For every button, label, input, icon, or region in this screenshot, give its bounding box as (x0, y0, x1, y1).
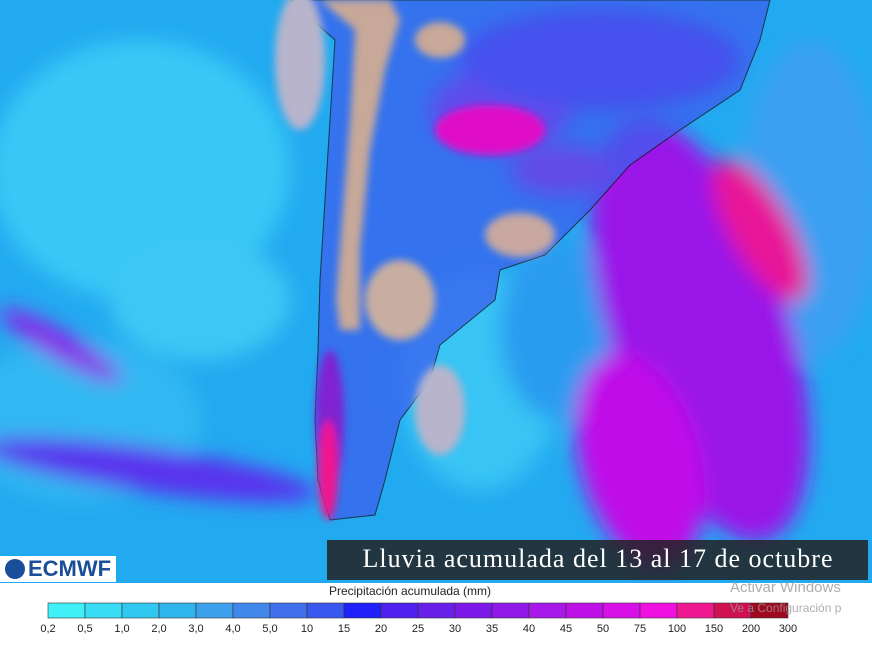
legend-tick-label: 100 (668, 623, 686, 635)
legend-tick-label: 50 (597, 623, 609, 635)
color-bin (158, 602, 197, 619)
legend-tick-label: 30 (449, 623, 461, 635)
legend-tick-label: 0,5 (77, 623, 92, 635)
legend-tick-label: 150 (705, 623, 723, 635)
legend-tick-label: 0,2 (40, 623, 55, 635)
color-bin (491, 602, 530, 619)
color-bin (380, 602, 419, 619)
color-bin (528, 602, 567, 619)
continent (289, 0, 771, 521)
logo-icon (5, 559, 25, 579)
color-bin (84, 602, 123, 619)
watermark: Activar Windows (730, 579, 841, 596)
color-bin (343, 602, 382, 619)
legend-tick-label: 40 (523, 623, 535, 635)
legend-tick-label: 15 (338, 623, 350, 635)
legend-tick-label: 300 (779, 623, 797, 635)
color-bin (269, 602, 308, 619)
legend-tick-label: 35 (486, 623, 498, 635)
color-bin (454, 602, 493, 619)
watermark: Ve a Configuración p (730, 601, 842, 615)
legend-title: Precipitación acumulada (mm) (329, 584, 491, 598)
color-bin (565, 602, 604, 619)
color-bin (306, 602, 345, 619)
title-box (327, 540, 868, 580)
color-bin (232, 602, 271, 619)
color-bin (121, 602, 160, 619)
color-bin (417, 602, 456, 619)
legend-tick-label: 1,0 (114, 623, 129, 635)
legend-tick-label: 25 (412, 623, 424, 635)
logo-text: ECMWF (28, 556, 111, 581)
legend-tick-label: 3,0 (188, 623, 203, 635)
color-bin (676, 602, 715, 619)
legend-tick-label: 200 (742, 623, 760, 635)
legend-tick-label: 20 (375, 623, 387, 635)
legend-tick-label: 10 (301, 623, 313, 635)
color-bin (47, 602, 86, 619)
color-bin (750, 602, 789, 619)
color-bin (195, 602, 234, 619)
map-layer (0, 0, 872, 583)
legend-tick-label: 75 (634, 623, 646, 635)
legend-tick-label: 45 (560, 623, 572, 635)
color-bin (639, 602, 678, 619)
legend-tick-label: 5,0 (262, 623, 277, 635)
legend-tick-label: 4,0 (225, 623, 240, 635)
color-bin (602, 602, 641, 619)
map-title: Lluvia acumulada del 13 al 17 de octubre (362, 544, 833, 573)
legend-tick-label: 2,0 (151, 623, 166, 635)
colorbar: 0,2 0,5 1,0 2,0 3,0 4,0 5,0 10 15 20 25 30 35 40 45 50 7… (40, 602, 797, 635)
